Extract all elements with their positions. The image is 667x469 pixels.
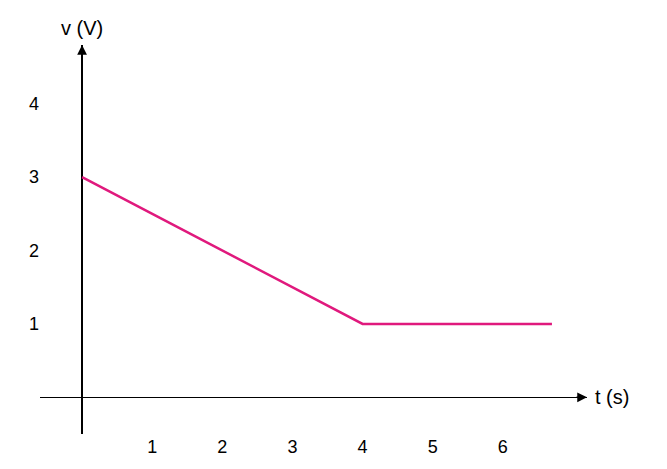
svg-text:2: 2 [29, 241, 39, 261]
svg-text:t (s): t (s) [595, 386, 629, 408]
svg-text:4: 4 [358, 437, 368, 457]
svg-text:3: 3 [29, 167, 39, 187]
svg-text:6: 6 [498, 437, 508, 457]
svg-text:5: 5 [428, 437, 438, 457]
svg-text:3: 3 [287, 437, 297, 457]
svg-text:2: 2 [217, 437, 227, 457]
svg-text:1: 1 [29, 314, 39, 334]
svg-text:1: 1 [147, 437, 157, 457]
svg-text:v (V): v (V) [61, 17, 103, 39]
svg-text:4: 4 [29, 94, 39, 114]
